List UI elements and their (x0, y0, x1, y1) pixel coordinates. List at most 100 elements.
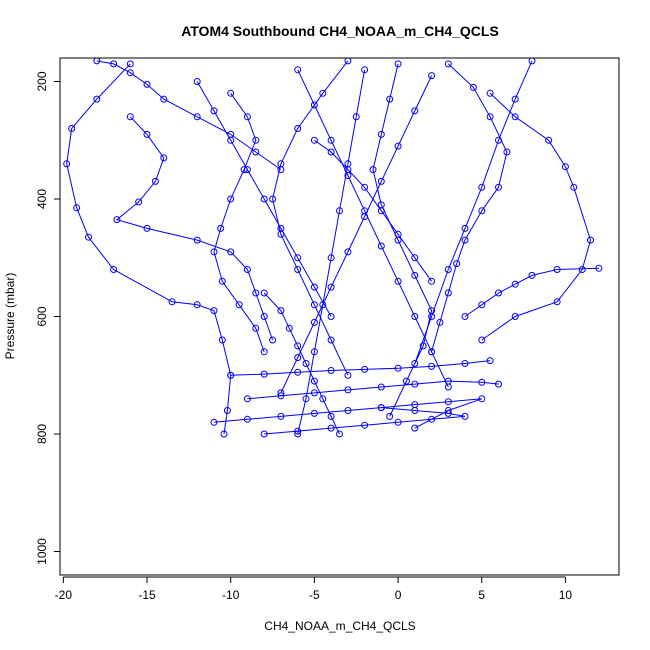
data-point (252, 289, 260, 297)
data-point (294, 354, 302, 362)
data-point (260, 289, 268, 297)
x-axis-label: CH4_NOAA_m_CH4_QCLS (264, 619, 415, 633)
data-point (143, 224, 151, 232)
data-point (319, 301, 327, 309)
x-tick-label: -20 (55, 588, 73, 602)
data-point (327, 254, 335, 262)
series-6 (478, 89, 594, 344)
data-point (578, 266, 586, 273)
data-point (327, 136, 335, 144)
data-point (511, 313, 519, 320)
series-19 (294, 66, 369, 438)
data-point (327, 336, 335, 344)
data-point (227, 371, 235, 379)
data-point (461, 313, 469, 320)
data-point (143, 80, 151, 88)
data-point (218, 336, 226, 344)
data-point (394, 60, 402, 68)
x-tick-label: -15 (138, 588, 156, 602)
series-2 (113, 113, 277, 344)
data-point (336, 430, 343, 438)
data-point (220, 430, 228, 438)
data-point (319, 395, 327, 403)
series-line (280, 75, 433, 394)
data-point (377, 177, 385, 185)
data-point (243, 266, 251, 273)
data-point (193, 301, 201, 309)
series-14 (243, 377, 502, 403)
y-tick-label: 600 (35, 306, 49, 326)
x-axis: -20 -15 -10 -5 0 5 10 (55, 576, 572, 602)
data-point (411, 254, 419, 262)
data-point (377, 130, 385, 138)
data-point (210, 248, 218, 256)
data-point (294, 254, 302, 262)
data-point (294, 266, 302, 273)
data-point (160, 95, 168, 103)
data-point (495, 289, 502, 297)
x-tick-label: 5 (478, 588, 485, 602)
data-point (110, 60, 118, 68)
data-point (528, 271, 536, 279)
data-point (310, 301, 318, 309)
data-point (511, 95, 519, 103)
data-point (344, 160, 352, 168)
data-point (377, 207, 385, 215)
data-point (561, 163, 569, 171)
data-point (344, 407, 352, 414)
data-point (461, 360, 469, 367)
data-point (193, 236, 201, 244)
data-point (310, 283, 318, 291)
data-point (193, 113, 201, 121)
data-point (168, 298, 176, 306)
data-point (444, 377, 452, 385)
data-point (369, 166, 377, 174)
data-point (294, 368, 302, 376)
series-7 (411, 58, 536, 367)
data-point (260, 313, 268, 320)
data-point (570, 183, 578, 191)
data-point (327, 148, 335, 156)
data-point (227, 136, 235, 144)
data-point (310, 409, 318, 417)
data-point (110, 266, 118, 273)
data-point (511, 113, 519, 121)
series-line (264, 407, 466, 435)
series-layer (63, 58, 603, 438)
data-point (277, 224, 285, 232)
data-point (361, 421, 369, 429)
data-point (327, 367, 335, 374)
data-point (478, 207, 486, 215)
data-point (553, 266, 561, 273)
data-point (428, 72, 436, 80)
data-point (545, 136, 553, 144)
data-point (344, 58, 352, 65)
data-point (302, 360, 310, 367)
series-line (314, 139, 433, 282)
series-line (481, 92, 592, 341)
data-point (269, 336, 277, 344)
data-point (294, 125, 302, 132)
data-point (587, 236, 594, 244)
data-point (73, 204, 81, 212)
data-point (478, 395, 486, 403)
series-18 (310, 136, 436, 285)
data-point (377, 383, 385, 391)
data-point (294, 430, 302, 438)
series-line (464, 267, 599, 317)
data-point (68, 125, 76, 132)
series-line (372, 63, 433, 417)
data-point (143, 130, 151, 138)
data-point (252, 324, 260, 332)
data-point (210, 307, 218, 315)
series-line (431, 63, 508, 352)
y-tick-label: 200 (35, 71, 49, 91)
data-point (243, 166, 251, 174)
series-line (263, 292, 340, 435)
series-3 (210, 89, 268, 356)
data-point (394, 418, 402, 426)
data-point (243, 395, 251, 403)
data-point (160, 154, 168, 162)
data-point (411, 271, 419, 279)
